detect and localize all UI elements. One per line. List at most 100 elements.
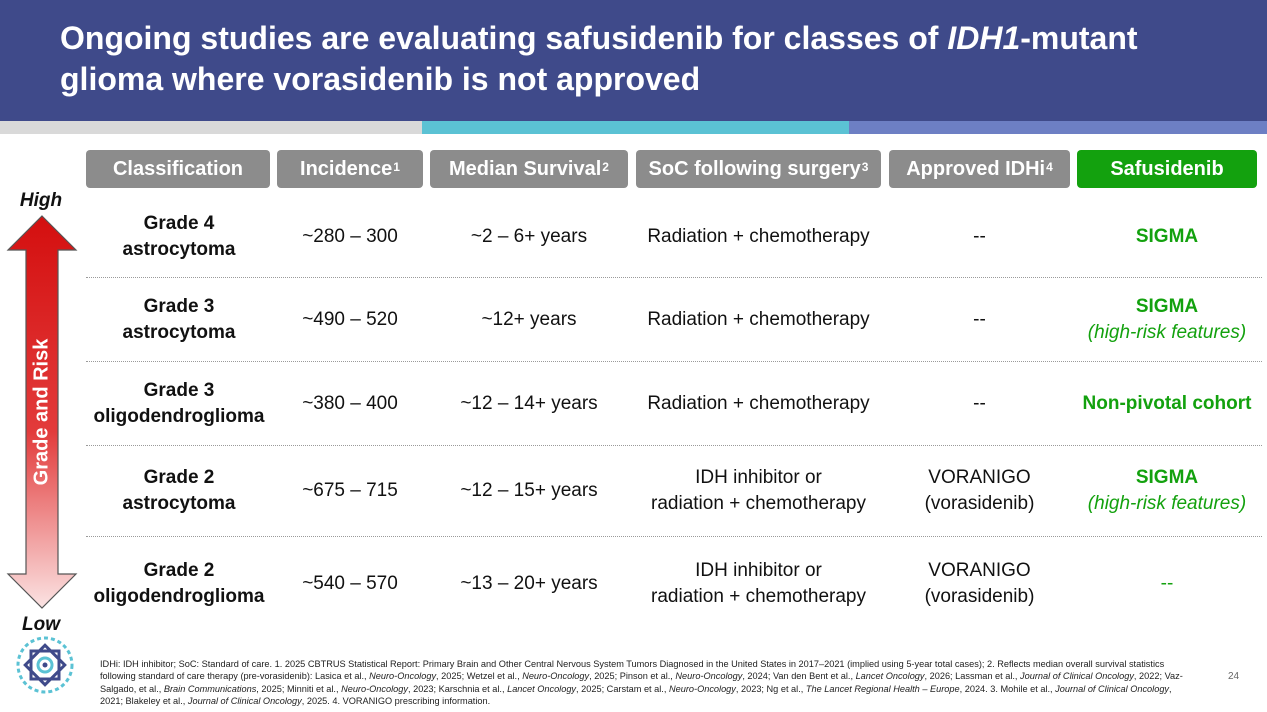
row-divider	[86, 445, 1262, 446]
classification-cell: Grade 2 oligodendroglioma	[86, 538, 272, 630]
journal-name: Journal of Clinical Oncology	[1020, 671, 1134, 682]
classification-cell: Grade 3 astrocytoma	[86, 279, 272, 361]
safusidenib-study: SIGMA	[1135, 226, 1199, 247]
footnote-ref: 4	[1046, 160, 1053, 174]
safusidenib-note: (high-risk features)	[1087, 322, 1247, 343]
soc-cell: Radiation + chemotherapy	[636, 196, 881, 278]
footnote-text: , 2025; Wetzel et al.,	[436, 671, 523, 682]
survival-value: ~2 – 6+ years	[470, 226, 588, 247]
title-text-2: -mutant glioma where vorasidenib is not …	[60, 20, 1138, 97]
table-row-grade2-astrocytoma: Grade 2 astrocytoma ~675 – 715 ~12 – 15+ …	[86, 447, 1262, 535]
survival-cell: ~13 – 20+ years	[430, 538, 628, 630]
soc-line-1: Radiation + chemotherapy	[647, 309, 870, 330]
survival-cell: ~12+ years	[430, 279, 628, 361]
classification-cell: Grade 2 astrocytoma	[86, 447, 272, 535]
table-row-grade2-oligodendroglioma: Grade 2 oligodendroglioma ~540 – 570 ~13 …	[86, 538, 1262, 630]
incidence-value: ~675 – 715	[302, 480, 398, 501]
column-header-label: Approved IDHi	[906, 157, 1046, 180]
footnote-text: , 2021; Blakeley et al.,	[100, 683, 1172, 707]
title-banner: Ongoing studies are evaluating safusiden…	[0, 0, 1267, 121]
safusidenib-study: SIGMA	[1135, 467, 1199, 488]
journal-name: Lancet Oncology	[507, 683, 577, 694]
soc-line-1: Radiation + chemotherapy	[647, 393, 870, 414]
column-header-label: Classification	[112, 157, 244, 180]
company-logo-icon	[16, 636, 74, 694]
accent-bar-teal	[422, 121, 849, 134]
column-header-approved-idhi: Approved IDHi 4	[889, 150, 1070, 188]
footnote-text: , 2025. 4. VORANIGO prescribing informat…	[301, 696, 491, 707]
footnote-text: , 2026; Lassman et al.,	[924, 671, 1021, 682]
survival-cell: ~2 – 6+ years	[430, 196, 628, 278]
safusidenib-cell: Non-pivotal cohort	[1077, 363, 1257, 445]
row-divider	[86, 277, 1262, 278]
footnote-text: , 2024; Van den Bent et al.,	[742, 671, 856, 682]
soc-cell: IDH inhibitor or radiation + chemotherapy	[636, 538, 881, 630]
idhi-line-2: (vorasidenib)	[924, 493, 1035, 514]
idhi-cell: --	[889, 279, 1070, 361]
column-header-soc: SoC following surgery 3	[636, 150, 881, 188]
footnote-text: , 2025; Carstam et al.,	[576, 683, 669, 694]
incidence-cell: ~540 – 570	[277, 538, 423, 630]
survival-value: ~12 – 14+ years	[460, 393, 598, 414]
grade-risk-arrow-icon	[6, 215, 78, 609]
column-header-label: Safusidenib	[1110, 157, 1224, 180]
footnote-ref: 3	[861, 160, 869, 174]
incidence-value: ~540 – 570	[302, 573, 398, 594]
safusidenib-study: SIGMA	[1135, 296, 1199, 317]
safusidenib-cell: SIGMA (high-risk features)	[1077, 279, 1257, 361]
axis-high-label: High	[19, 190, 63, 211]
safusidenib-cell: SIGMA	[1077, 196, 1257, 278]
soc-line-2: radiation + chemotherapy	[651, 493, 866, 514]
title-text-1: Ongoing studies are evaluating safusiden…	[60, 20, 948, 56]
classification-cell: Grade 3 oligodendroglioma	[86, 363, 272, 445]
classification-grade: Grade 3	[143, 380, 215, 401]
footnote-text: , 2025; Pinson et al.,	[589, 671, 676, 682]
classification-cell: Grade 4 astrocytoma	[86, 196, 272, 278]
idhi-line-1: --	[973, 309, 986, 330]
soc-cell: Radiation + chemotherapy	[636, 363, 881, 445]
classification-type: oligodendroglioma	[93, 586, 265, 607]
journal-name: Lancet Oncology	[855, 671, 925, 682]
soc-line-1: IDH inhibitor or	[695, 560, 822, 581]
column-header-median-survival: Median Survival 2	[430, 150, 628, 188]
journal-name: The Lancet Regional Health – Europe	[805, 683, 960, 694]
soc-cell: Radiation + chemotherapy	[636, 279, 881, 361]
column-header-label: Median Survival	[449, 157, 602, 180]
column-header-incidence: Incidence 1	[277, 150, 423, 188]
incidence-cell: ~380 – 400	[277, 363, 423, 445]
survival-cell: ~12 – 15+ years	[430, 447, 628, 535]
page-number: 24	[1228, 671, 1240, 682]
idhi-line-2: (vorasidenib)	[924, 586, 1035, 607]
journal-name: Neuro-Oncology	[675, 671, 743, 682]
idhi-line-1: VORANIGO	[928, 560, 1031, 581]
idhi-cell: VORANIGO (vorasidenib)	[889, 447, 1070, 535]
soc-line-1: Radiation + chemotherapy	[647, 226, 870, 247]
journal-name: Journal of Clinical Oncology	[187, 696, 302, 707]
footnote-text: , 2023; Ng et al.,	[735, 683, 806, 694]
classification-grade: Grade 4	[143, 213, 215, 234]
soc-line-1: IDH inhibitor or	[695, 467, 822, 488]
idhi-line-1: VORANIGO	[928, 467, 1031, 488]
footnote-references: IDHi: IDH inhibitor; SoC: Standard of ca…	[100, 658, 1190, 708]
table-row-grade4-astrocytoma: Grade 4 astrocytoma ~280 – 300 ~2 – 6+ ye…	[86, 196, 1262, 278]
row-divider	[86, 536, 1262, 537]
safusidenib-note: (high-risk features)	[1087, 493, 1247, 514]
survival-value: ~12+ years	[481, 309, 577, 330]
classification-type: astrocytoma	[122, 493, 236, 514]
title-gene-italic: IDH1	[947, 20, 1021, 56]
row-divider	[86, 361, 1262, 362]
slide-title: Ongoing studies are evaluating safusiden…	[60, 18, 1210, 100]
incidence-cell: ~490 – 520	[277, 279, 423, 361]
classification-type: astrocytoma	[122, 239, 236, 260]
footnote-text: , 2024. 3. Mohile et al.,	[959, 683, 1056, 694]
table-row-grade3-astrocytoma: Grade 3 astrocytoma ~490 – 520 ~12+ years…	[86, 279, 1262, 361]
safusidenib-cell: SIGMA (high-risk features)	[1077, 447, 1257, 535]
classification-grade: Grade 2	[143, 467, 215, 488]
incidence-value: ~490 – 520	[302, 309, 398, 330]
survival-cell: ~12 – 14+ years	[430, 363, 628, 445]
idhi-line-1: --	[973, 226, 986, 247]
survival-value: ~13 – 20+ years	[460, 573, 598, 594]
classification-type: oligodendroglioma	[93, 406, 265, 427]
column-header-label: Incidence	[300, 157, 393, 180]
incidence-value: ~280 – 300	[302, 226, 398, 247]
